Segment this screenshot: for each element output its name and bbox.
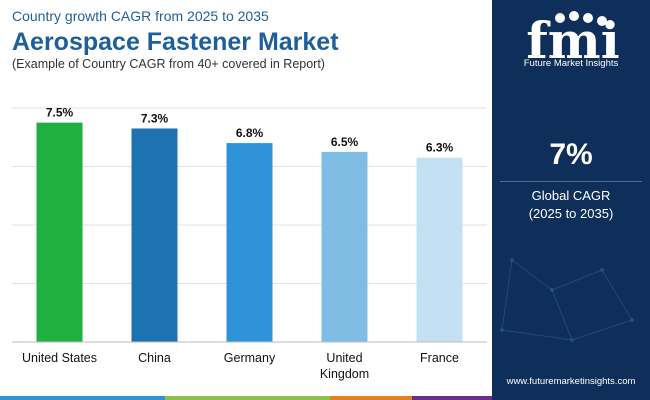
global-cagr-value: 7% (549, 138, 593, 171)
bar-germany (226, 143, 273, 342)
data-label: 6.3% (426, 141, 454, 155)
cagr-divider (500, 181, 642, 182)
chart-kicker: Country growth CAGR from 2025 to 2035 (12, 8, 269, 24)
footer-strip-blue (0, 396, 165, 400)
x-tick-label: France (420, 351, 459, 365)
sidebar-panel: fmi Future Market Insights 7% Global CAG… (492, 0, 650, 400)
bar-chart: 7.5% United States 7.3% China 6.8% Germany 6.5… (12, 106, 487, 381)
chart-title: Aerospace Fastener Market (12, 28, 339, 56)
logo-globe-icon (555, 13, 565, 23)
global-cagr-period: (2025 to 2035) (528, 206, 614, 221)
x-tick-label: United States (22, 351, 97, 365)
footer-strip-orange (330, 396, 412, 400)
chart-note: (Example of Country CAGR from 40+ covere… (12, 57, 325, 71)
footer-strip-purple (412, 396, 492, 400)
footer-color-strip (0, 396, 492, 400)
logo-chart-icon (597, 16, 607, 26)
data-label: 7.3% (141, 111, 169, 125)
fmi-logo: fmi (526, 11, 620, 70)
data-label: 7.5% (46, 106, 74, 120)
data-label: 6.5% (331, 135, 359, 149)
logo-caption: Future Market Insights (523, 58, 619, 69)
bar-united-states (36, 122, 83, 342)
bar-france (416, 157, 463, 342)
logo-person-icon (583, 13, 593, 23)
x-tick-label: Germany (224, 351, 276, 365)
global-cagr-label: Global CAGR (531, 188, 611, 203)
logo-gear-icon (569, 11, 579, 21)
website-link[interactable]: www.futuremarketinsights.com (506, 376, 636, 387)
data-label: 6.8% (236, 126, 264, 140)
x-tick-label: China (138, 351, 171, 365)
bar-china (131, 128, 178, 342)
x-tick-label: United (326, 351, 362, 365)
x-tick-label: Kingdom (320, 367, 369, 381)
bar-united-kingdom (321, 151, 368, 342)
footer-strip-green (165, 396, 330, 400)
decorative-network-pattern (500, 258, 634, 342)
